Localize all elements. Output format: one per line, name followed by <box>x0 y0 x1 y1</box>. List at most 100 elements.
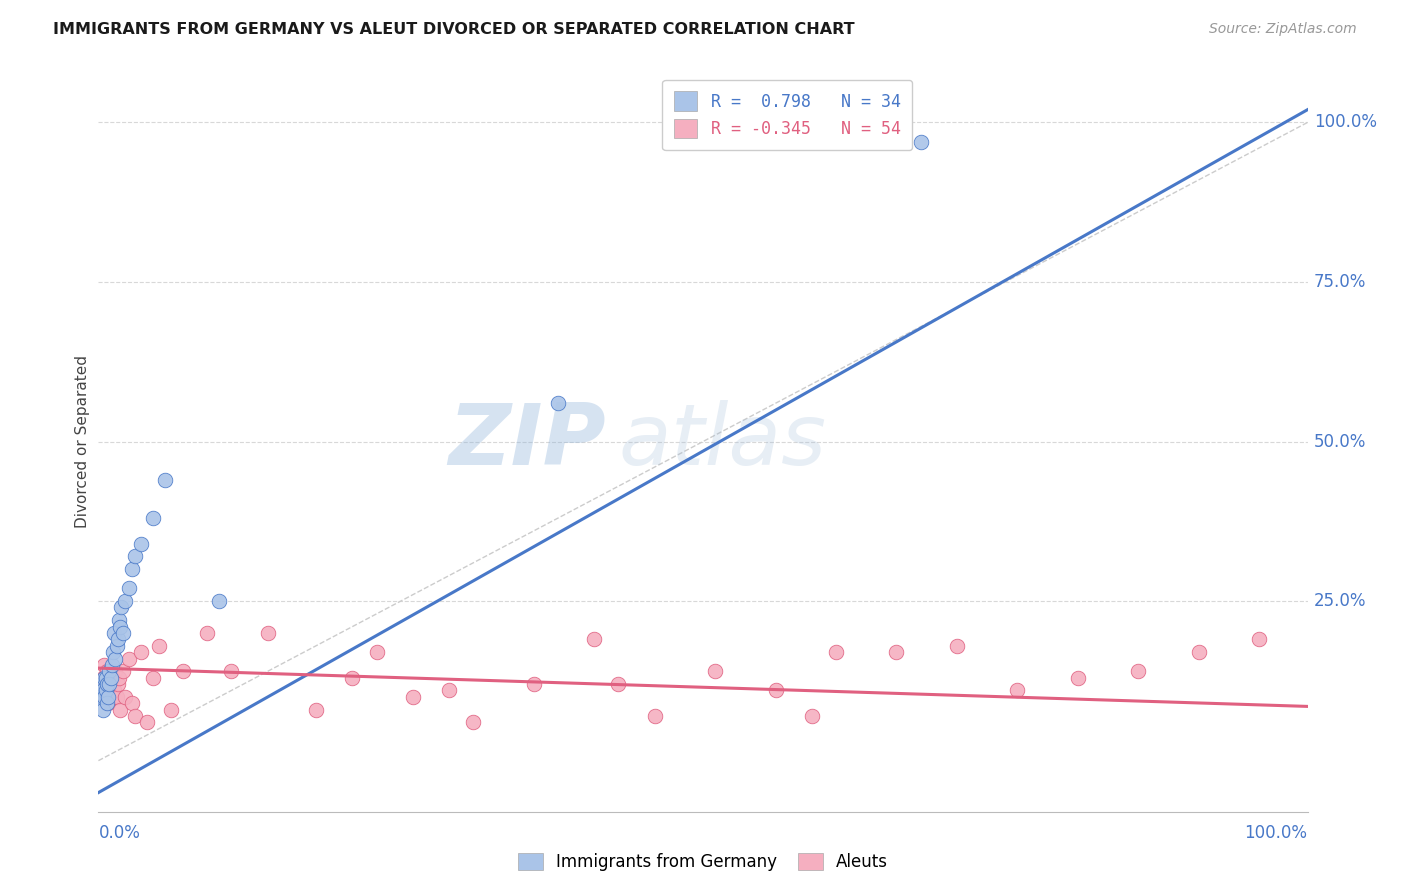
Point <box>118 582 141 596</box>
Point <box>305 703 328 717</box>
Point <box>104 665 127 679</box>
Point <box>100 677 122 691</box>
Point <box>583 632 606 647</box>
Legend: R =  0.798   N = 34, R = -0.345   N = 54: R = 0.798 N = 34, R = -0.345 N = 54 <box>662 79 912 150</box>
Point <box>91 683 114 698</box>
Point <box>1188 645 1211 659</box>
Text: IMMIGRANTS FROM GERMANY VS ALEUT DIVORCED OR SEPARATED CORRELATION CHART: IMMIGRANTS FROM GERMANY VS ALEUT DIVORCE… <box>53 22 855 37</box>
Point <box>195 626 218 640</box>
Point <box>101 671 124 685</box>
Point <box>96 665 118 679</box>
Point <box>96 683 118 698</box>
Point <box>910 135 932 149</box>
Point <box>1067 671 1090 685</box>
Point <box>98 665 121 679</box>
Point <box>946 639 969 653</box>
Point <box>124 549 146 564</box>
Point <box>366 645 388 659</box>
Point <box>93 690 115 704</box>
Point <box>93 690 115 704</box>
Point <box>91 683 114 698</box>
Point <box>437 683 460 698</box>
Point <box>704 665 727 679</box>
Text: 100.0%: 100.0% <box>1313 113 1376 131</box>
Point <box>91 703 114 717</box>
Point <box>91 677 114 691</box>
Point <box>153 473 176 487</box>
Text: 0.0%: 0.0% <box>98 824 141 842</box>
Point <box>160 703 183 717</box>
Point <box>607 677 630 691</box>
Point <box>94 683 117 698</box>
Point <box>886 645 908 659</box>
Point <box>110 600 132 615</box>
Point <box>800 709 823 723</box>
Point <box>108 613 131 627</box>
Point <box>93 657 115 672</box>
Point <box>98 677 121 691</box>
Point <box>124 709 146 723</box>
Point <box>221 665 243 679</box>
Point <box>765 683 787 698</box>
Point <box>1007 683 1029 698</box>
Text: atlas: atlas <box>619 400 827 483</box>
Point <box>118 651 141 665</box>
Point <box>97 696 120 710</box>
Point <box>101 645 124 659</box>
Point <box>135 715 157 730</box>
Point <box>142 671 165 685</box>
Point <box>104 651 127 665</box>
Y-axis label: Divorced or Separated: Divorced or Separated <box>75 355 90 528</box>
Point <box>103 683 125 698</box>
Point <box>256 626 278 640</box>
Point <box>342 671 364 685</box>
Point <box>129 536 152 550</box>
Point <box>97 690 120 704</box>
Point <box>91 671 114 685</box>
Point <box>108 703 131 717</box>
Point <box>107 677 129 691</box>
Point <box>96 696 118 710</box>
Point <box>142 511 165 525</box>
Point <box>825 645 848 659</box>
Point <box>523 677 546 691</box>
Text: 100.0%: 100.0% <box>1244 824 1308 842</box>
Point <box>108 671 131 685</box>
Point <box>547 396 569 410</box>
Point <box>98 671 121 685</box>
Point <box>108 619 131 633</box>
Point <box>96 677 118 691</box>
Point <box>103 626 125 640</box>
Point <box>100 690 122 704</box>
Legend: Immigrants from Germany, Aleuts: Immigrants from Germany, Aleuts <box>510 845 896 880</box>
Point <box>402 690 425 704</box>
Point <box>1249 632 1271 647</box>
Point <box>105 690 128 704</box>
Text: Source: ZipAtlas.com: Source: ZipAtlas.com <box>1209 22 1357 37</box>
Point <box>148 639 170 653</box>
Point <box>90 677 112 691</box>
Point <box>100 657 122 672</box>
Point <box>111 626 134 640</box>
Point <box>100 671 122 685</box>
Point <box>121 562 143 576</box>
Point <box>105 639 128 653</box>
Text: 75.0%: 75.0% <box>1313 273 1367 291</box>
Point <box>129 645 152 659</box>
Point <box>94 677 117 691</box>
Point <box>172 665 194 679</box>
Point <box>1128 665 1150 679</box>
Point <box>463 715 485 730</box>
Point <box>114 690 136 704</box>
Text: 25.0%: 25.0% <box>1313 592 1367 610</box>
Point <box>644 709 666 723</box>
Point <box>114 594 136 608</box>
Point <box>94 671 117 685</box>
Point <box>208 594 231 608</box>
Point <box>111 665 134 679</box>
Text: 50.0%: 50.0% <box>1313 433 1367 450</box>
Text: ZIP: ZIP <box>449 400 606 483</box>
Point <box>90 690 112 704</box>
Point <box>93 671 115 685</box>
Point <box>107 632 129 647</box>
